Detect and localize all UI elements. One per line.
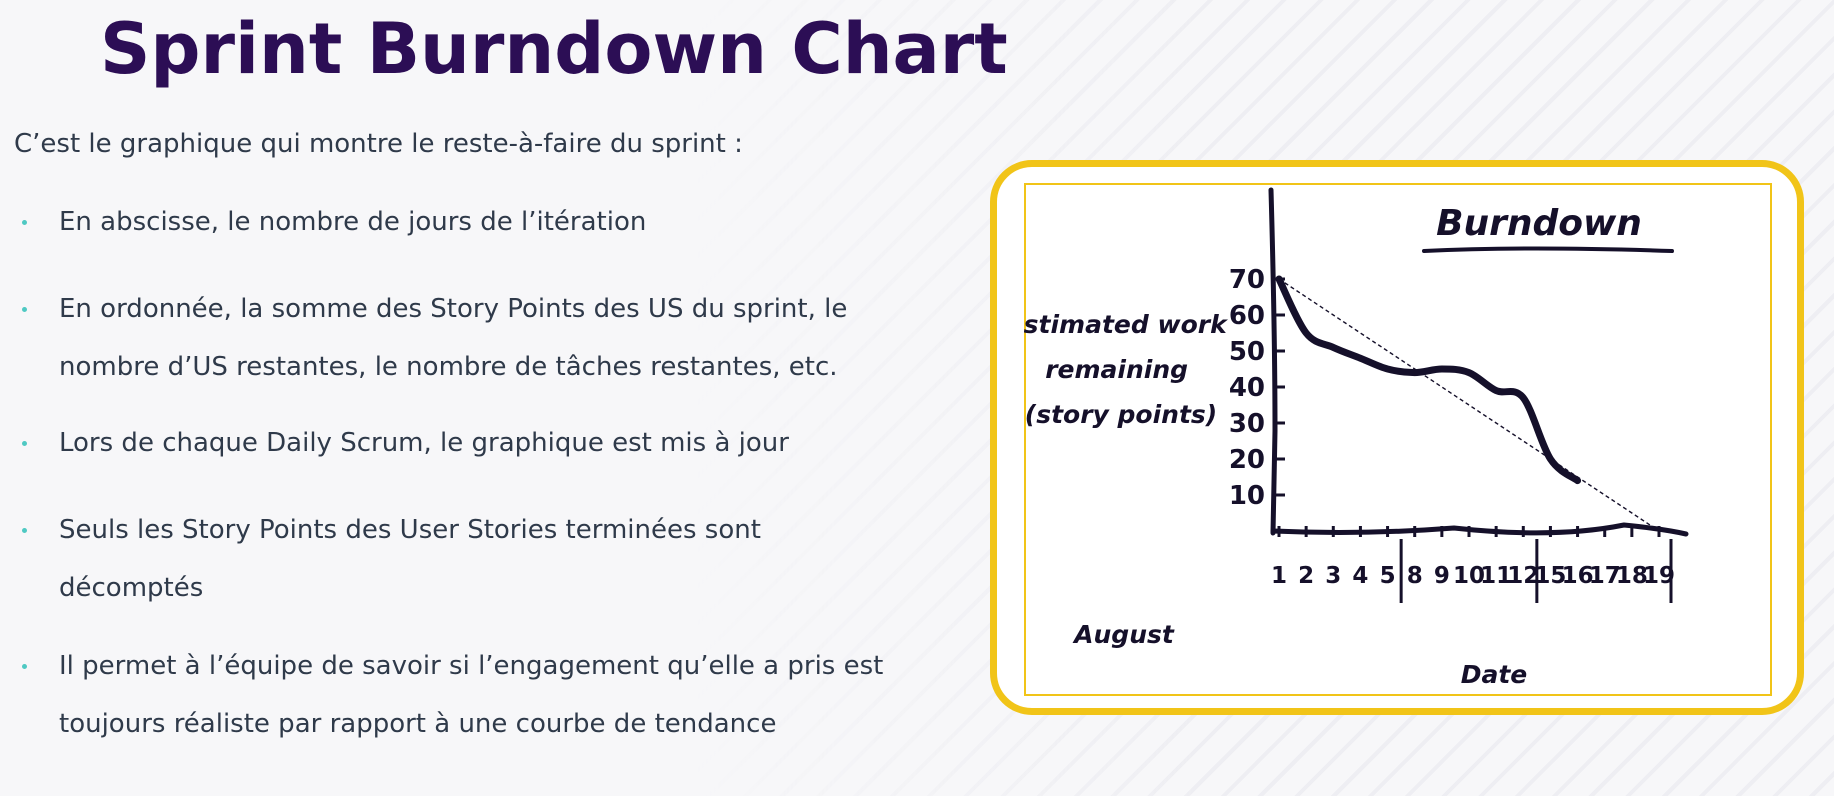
ideal-trend-line [1278,278,1660,532]
x-tick-label: 16 [1562,563,1594,589]
x-tick-label: 2 [1298,563,1314,589]
bullet-text: Seuls les Story Points des User Stories … [59,515,761,603]
x-tick-label: 1 [1271,563,1287,589]
y-axis-label-line: Estimated work [1024,310,1228,339]
y-axis-label: Estimated work remaining (story points) [1024,310,1235,429]
chart-title-underline [1422,246,1674,253]
y-axis-line [1268,187,1278,536]
bullet-dot-icon [22,220,27,225]
bullet-text: Lors de chaque Daily Scrum, le graphique… [59,428,789,458]
x-tick-label: 18 [1616,563,1648,589]
burndown-chart: Burndown Estimated work remaining (story… [1024,187,1689,689]
bullet-dot-icon [22,664,27,669]
bullet-dot-icon [22,528,27,533]
bullet-text: Il permet à l’équipe de savoir si l’enga… [59,651,884,739]
x-tick-label: 15 [1534,563,1566,589]
y-tick-label: 70 [1229,265,1265,295]
week-separators [1399,539,1673,603]
y-tick-label: 50 [1229,337,1265,367]
x-tick-label: 3 [1325,563,1341,589]
y-axis-label-line: remaining [1045,355,1188,384]
actual-burndown-line [1275,275,1582,485]
y-tick-label: 20 [1229,445,1265,475]
y-tick-label: 40 [1229,373,1265,403]
slide-intro: C’est le graphique qui montre le reste-à… [14,129,743,159]
x-tick-label: 4 [1352,563,1368,589]
x-tick-label: 11 [1480,563,1512,589]
x-tick-label: 8 [1407,563,1423,589]
burndown-figure-frame [1024,183,1772,696]
x-tick-label: 5 [1380,563,1396,589]
x-axis-prefix-label: August [1072,620,1175,649]
bullet-dot-icon [22,307,27,312]
y-tick-label: 60 [1229,301,1265,331]
y-axis-label-line: (story points) [1025,400,1217,429]
bullet-text: En abscisse, le nombre de jours de l’ité… [59,207,647,237]
x-axis-label: Date [1461,660,1528,689]
y-tick-label: 30 [1229,409,1265,439]
chart-title: Burndown [1436,203,1642,244]
x-tick-label: 10 [1453,563,1485,589]
bullet-dot-icon [22,441,27,446]
x-tick-label: 17 [1589,563,1621,589]
y-axis-ticks: 10 20 30 40 50 60 70 [1229,265,1285,511]
x-tick-label: 9 [1434,563,1450,589]
y-tick-label: 10 [1229,481,1265,511]
x-tick-label: 12 [1507,563,1539,589]
x-axis-line [1270,522,1689,537]
bullet-text: En ordonnée, la somme des Story Points d… [59,294,848,382]
slide-title: Sprint Burndown Chart [100,8,1008,90]
